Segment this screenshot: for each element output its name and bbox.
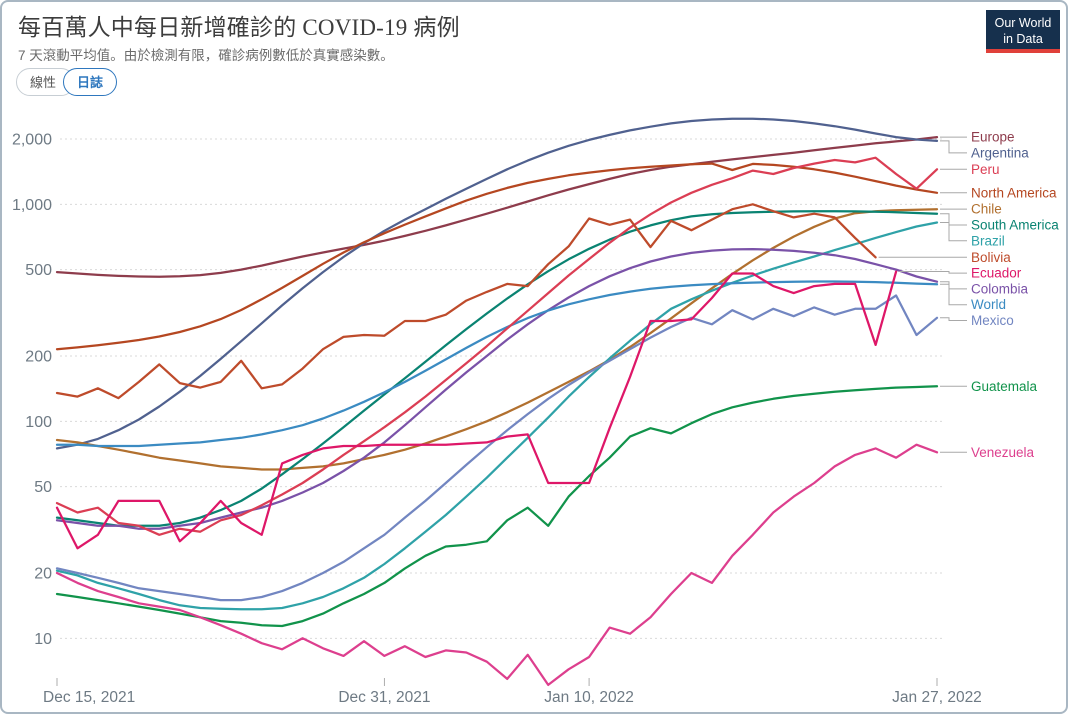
legend-label-colombia[interactable]: Colombia: [971, 281, 1029, 296]
legend-label-mexico[interactable]: Mexico: [971, 313, 1014, 328]
series-line-brazil[interactable]: [55, 221, 939, 611]
legend-connector: [940, 283, 967, 306]
legend-label-venezuela[interactable]: Venezuela: [971, 445, 1035, 460]
series-line-north-america[interactable]: [55, 162, 939, 351]
y-axis-tick-label: 20: [34, 566, 52, 583]
owid-logo[interactable]: Our World in Data: [986, 10, 1060, 53]
legend-connector: [940, 140, 967, 154]
series-line-guatemala[interactable]: [55, 385, 939, 628]
legend-label-peru[interactable]: Peru: [971, 162, 1000, 177]
legend-label-guatemala[interactable]: Guatemala: [971, 379, 1038, 394]
legend-label-brazil[interactable]: Brazil: [971, 233, 1005, 248]
x-axis-tick-label: Dec 31, 2021: [338, 689, 430, 706]
legend-connector: [940, 221, 967, 242]
legend-connector: [940, 317, 967, 321]
page-title: 每百萬人中每日新增確診的 COVID-19 病例: [18, 15, 460, 40]
y-axis-tick-label: 1,000: [12, 197, 52, 214]
y-axis-tick-label: 10: [34, 631, 52, 648]
y-axis-tick-label: 200: [25, 349, 52, 366]
x-axis-tick-label: Jan 27, 2022: [892, 689, 982, 706]
owid-logo-red-strip: [986, 49, 1060, 53]
series-line-argentina[interactable]: [55, 117, 939, 450]
legend-connector: [940, 213, 967, 226]
y-axis-tick-label: 100: [25, 414, 52, 431]
owid-logo-line2: in Data: [1003, 32, 1043, 47]
legend-label-europe[interactable]: Europe: [971, 130, 1015, 145]
x-axis-tick-label: Dec 15, 2021: [43, 689, 135, 706]
series-line-chile[interactable]: [55, 208, 939, 471]
series-line-world[interactable]: [55, 280, 939, 448]
legend-label-north-america[interactable]: North America: [971, 185, 1057, 200]
y-axis-tick-label: 50: [34, 479, 52, 496]
series-line-bolivia[interactable]: [55, 203, 877, 400]
y-axis-tick-label: 2,000: [12, 132, 52, 149]
x-axis-tick-label: Jan 10, 2022: [544, 689, 634, 706]
legend-connector: [899, 271, 967, 274]
legend-label-argentina[interactable]: Argentina: [971, 145, 1029, 160]
series-line-peru[interactable]: [55, 156, 939, 536]
chart-subtitle: 7 天滾動平均值。由於檢測有限，確診病例數低於真實感染數。: [18, 48, 394, 63]
owid-logo-line1: Our World: [994, 16, 1052, 30]
legend-label-bolivia[interactable]: Bolivia: [971, 250, 1011, 265]
series-line-mexico[interactable]: [55, 294, 939, 602]
legend-label-south-america[interactable]: South America: [971, 217, 1059, 232]
legend-label-world[interactable]: World: [971, 297, 1006, 312]
series-line-ecuador[interactable]: [55, 270, 898, 550]
legend-label-chile[interactable]: Chile: [971, 202, 1002, 217]
legend-connector: [940, 281, 967, 290]
log-scale-button[interactable]: 日誌: [63, 68, 118, 96]
series-line-south-america[interactable]: [55, 210, 939, 527]
series-line-europe[interactable]: [55, 135, 939, 278]
series-line-colombia[interactable]: [55, 247, 939, 530]
y-axis-tick-label: 500: [25, 262, 52, 279]
legend-label-ecuador[interactable]: Ecuador: [971, 266, 1022, 281]
series-line-venezuela[interactable]: [55, 443, 939, 687]
scale-toggle: 線性 日誌: [16, 68, 118, 96]
